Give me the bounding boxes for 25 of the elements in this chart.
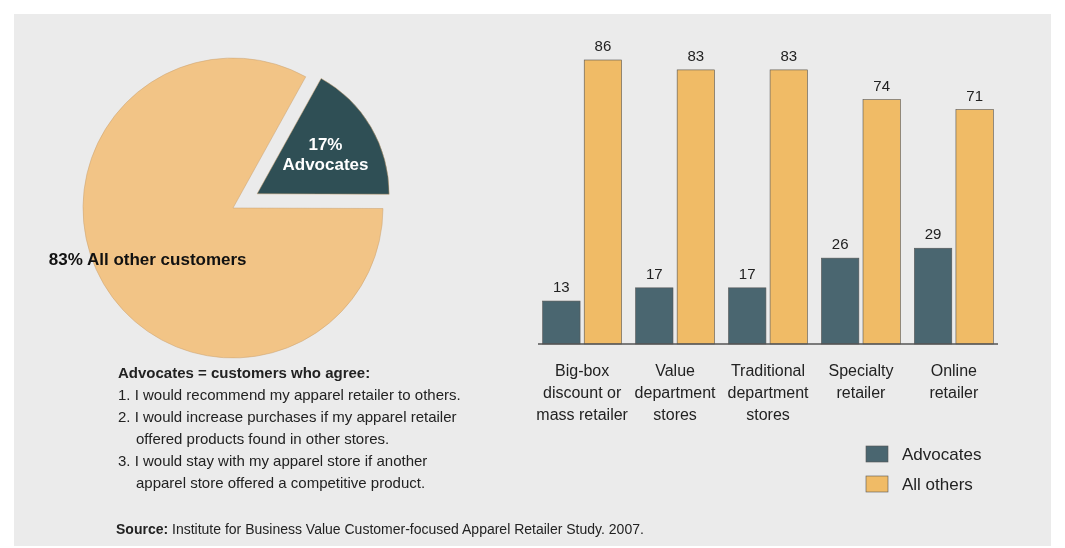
x-tick-label: Online retailer <box>929 362 979 401</box>
slice-label: 83% All other customers <box>48 249 247 269</box>
text: 1. I would recommend my apparel retailer to others. <box>118 386 461 403</box>
slice-label: Advocates <box>282 154 369 174</box>
data-label: 71 <box>966 86 983 104</box>
x-tick-label: Traditional department stores <box>727 362 810 423</box>
data-label: 13 <box>553 278 570 296</box>
data-label: 83 <box>780 46 798 64</box>
x-tick-label: Specialty retailer <box>828 362 894 401</box>
text: Advocates = customers who agree: <box>118 364 371 381</box>
data-label: 26 <box>831 235 849 253</box>
data-label: 86 <box>594 37 612 54</box>
x-tick-label: Value department stores <box>634 362 717 423</box>
text: 3. I would stay with my apparel store if another apparel store offered a competitive product. <box>118 452 428 491</box>
text: 2. I would increase purchases if my apparel retailer offered products found in other stores. <box>118 408 457 447</box>
legend-label: All others <box>902 475 973 494</box>
data-label: 17 <box>738 264 756 282</box>
data-label: 83 <box>687 46 705 64</box>
data-label: 29 <box>924 225 942 243</box>
legend-label: Advocates <box>902 445 982 464</box>
x-tick-label: Big-box discount or mass retailer <box>536 362 629 423</box>
data-label: 17 <box>645 264 663 282</box>
source-note: Source: Institute for Business Value Customer-focused Apparel Retailer Study. 2007. <box>116 521 644 537</box>
data-label: 17% <box>308 134 343 154</box>
data-label: 74 <box>873 76 891 94</box>
